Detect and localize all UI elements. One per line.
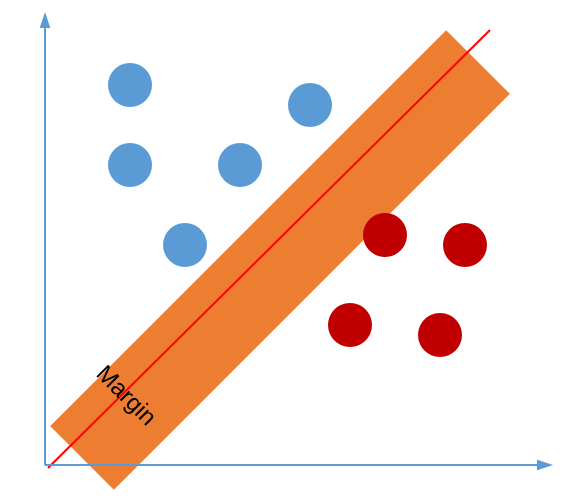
red-point [418, 313, 462, 357]
y-axis-arrow [40, 12, 51, 28]
blue-point [218, 143, 262, 187]
red-point [443, 223, 487, 267]
diagram-svg: Margin [0, 0, 564, 503]
svm-diagram: Margin [0, 0, 564, 503]
red-point [328, 303, 372, 347]
blue-point [108, 143, 152, 187]
blue-point [163, 223, 207, 267]
x-axis-arrow [537, 460, 553, 471]
blue-point [108, 63, 152, 107]
blue-point [288, 83, 332, 127]
red-point [363, 213, 407, 257]
